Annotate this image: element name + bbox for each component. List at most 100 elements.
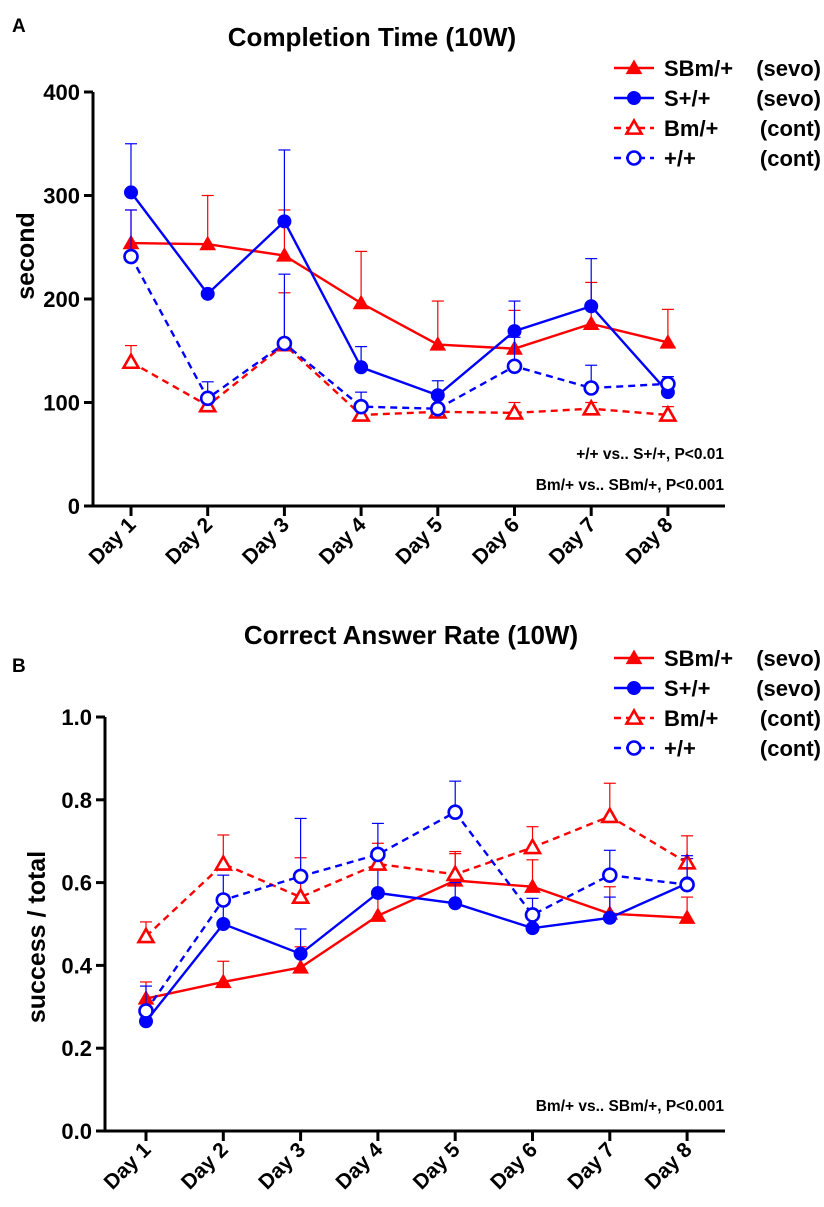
data-point bbox=[371, 886, 384, 899]
data-point bbox=[585, 300, 598, 313]
legend-group: (cont) bbox=[760, 706, 821, 731]
chart-title: Completion Time (10W) bbox=[228, 22, 516, 52]
y-tick-label: 100 bbox=[43, 391, 80, 416]
data-point bbox=[294, 870, 307, 883]
legend-item: Bm/+ (cont) bbox=[614, 116, 821, 141]
data-point bbox=[525, 840, 540, 853]
y-tick-label: 0.8 bbox=[61, 788, 92, 813]
legend-label: +/+ bbox=[664, 146, 696, 171]
x-tick-label: Day 4 bbox=[315, 513, 371, 569]
data-point bbox=[430, 337, 445, 350]
data-point bbox=[431, 402, 444, 415]
y-tick-label: 400 bbox=[43, 80, 80, 105]
y-tick-label: 300 bbox=[43, 184, 80, 209]
legend-marker bbox=[628, 92, 641, 105]
panel-b: B Correct Answer Rate (10W) 0.0 0.2 0.4 0.6 0.… bbox=[12, 620, 821, 1194]
y-tick-label: 200 bbox=[43, 287, 80, 312]
data-point bbox=[603, 869, 616, 882]
data-point bbox=[526, 908, 539, 921]
legend-marker bbox=[628, 742, 641, 755]
data-point bbox=[449, 897, 462, 910]
data-point bbox=[355, 400, 368, 413]
y-axis-label: second bbox=[12, 212, 40, 300]
series-1 bbox=[125, 144, 675, 402]
legend-item: Bm/+ (cont) bbox=[614, 706, 821, 731]
x-tick-label: Day 5 bbox=[391, 513, 447, 569]
data-point bbox=[278, 215, 291, 228]
data-point bbox=[201, 287, 214, 300]
data-point bbox=[217, 918, 230, 931]
y-tick-label: 1.0 bbox=[61, 705, 92, 730]
legend-item: +/+ (cont) bbox=[614, 736, 821, 761]
data-point bbox=[139, 929, 154, 942]
data-point bbox=[125, 186, 138, 199]
data-point bbox=[140, 1004, 153, 1017]
legend-item: S+/+ (sevo) bbox=[614, 86, 821, 111]
x-tick-label: Day 4 bbox=[332, 1138, 388, 1194]
y-tick-label: 0.6 bbox=[61, 871, 92, 896]
data-point bbox=[293, 960, 308, 973]
legend-group: (sevo) bbox=[756, 86, 821, 111]
data-point bbox=[449, 806, 462, 819]
data-point bbox=[294, 947, 307, 960]
y-tick-label: 0.0 bbox=[61, 1119, 92, 1144]
panel-a: A Completion Time (10W) 0 100 200 300 400 secon… bbox=[12, 16, 821, 569]
stat-annotation: Bm/+ vs.. SBm/+, P<0.001 bbox=[536, 477, 725, 494]
x-tick-label: Day 5 bbox=[409, 1138, 465, 1194]
legend-label: +/+ bbox=[664, 736, 696, 761]
data-point bbox=[124, 355, 139, 368]
x-tick-label: Day 6 bbox=[468, 513, 524, 569]
data-point bbox=[508, 325, 521, 338]
chart-title: Correct Answer Rate (10W) bbox=[244, 620, 578, 650]
legend-label: S+/+ bbox=[664, 676, 710, 701]
stat-annotation: +/+ vs.. S+/+, P<0.01 bbox=[576, 446, 724, 463]
panel-label: A bbox=[12, 16, 26, 37]
panel-label: B bbox=[12, 656, 26, 677]
legend-item: +/+ (cont) bbox=[614, 146, 821, 171]
data-point bbox=[681, 878, 694, 891]
data-point bbox=[125, 250, 138, 263]
y-tick-label: 0.4 bbox=[61, 953, 92, 978]
x-tick-label: Day 3 bbox=[254, 1138, 310, 1194]
data-point bbox=[201, 392, 214, 405]
data-point bbox=[278, 337, 291, 350]
data-point bbox=[355, 361, 368, 374]
data-point bbox=[661, 377, 674, 390]
legend-group: (sevo) bbox=[756, 646, 821, 671]
x-tick-label: Day 2 bbox=[161, 513, 217, 569]
x-tick-label: Day 7 bbox=[563, 1138, 619, 1194]
data-point bbox=[603, 911, 616, 924]
legend-label: SBm/+ bbox=[664, 646, 733, 671]
y-tick-label: 0.2 bbox=[61, 1036, 92, 1061]
y-tick-label: 0 bbox=[68, 494, 80, 519]
data-point bbox=[602, 809, 617, 822]
data-point bbox=[293, 890, 308, 903]
legend-label: S+/+ bbox=[664, 86, 710, 111]
y-axis-label: success / total bbox=[23, 851, 51, 1023]
legend-marker bbox=[628, 152, 641, 165]
data-point bbox=[508, 360, 521, 373]
x-tick-label: Day 1 bbox=[85, 513, 141, 569]
x-tick-label: Day 8 bbox=[641, 1138, 697, 1194]
data-point bbox=[217, 893, 230, 906]
legend-group: (cont) bbox=[760, 146, 821, 171]
data-point bbox=[216, 856, 231, 869]
x-tick-label: Day 7 bbox=[545, 513, 601, 569]
legend-group: (sevo) bbox=[756, 56, 821, 81]
data-point bbox=[584, 401, 599, 414]
series-1 bbox=[140, 859, 694, 1028]
data-point bbox=[370, 908, 385, 921]
stat-annotation: Bm/+ vs.. SBm/+, P<0.001 bbox=[536, 1098, 725, 1115]
data-point bbox=[448, 867, 463, 880]
x-tick-label: Day 6 bbox=[486, 1138, 542, 1194]
legend-label: Bm/+ bbox=[664, 116, 718, 141]
legend-item: SBm/+ (sevo) bbox=[614, 646, 821, 671]
legend-group: (cont) bbox=[760, 116, 821, 141]
x-tick-label: Day 1 bbox=[100, 1138, 156, 1194]
legend-marker bbox=[628, 682, 641, 695]
data-point bbox=[354, 296, 369, 309]
legend-item: S+/+ (sevo) bbox=[614, 676, 821, 701]
series-0 bbox=[124, 196, 676, 355]
data-point bbox=[585, 382, 598, 395]
